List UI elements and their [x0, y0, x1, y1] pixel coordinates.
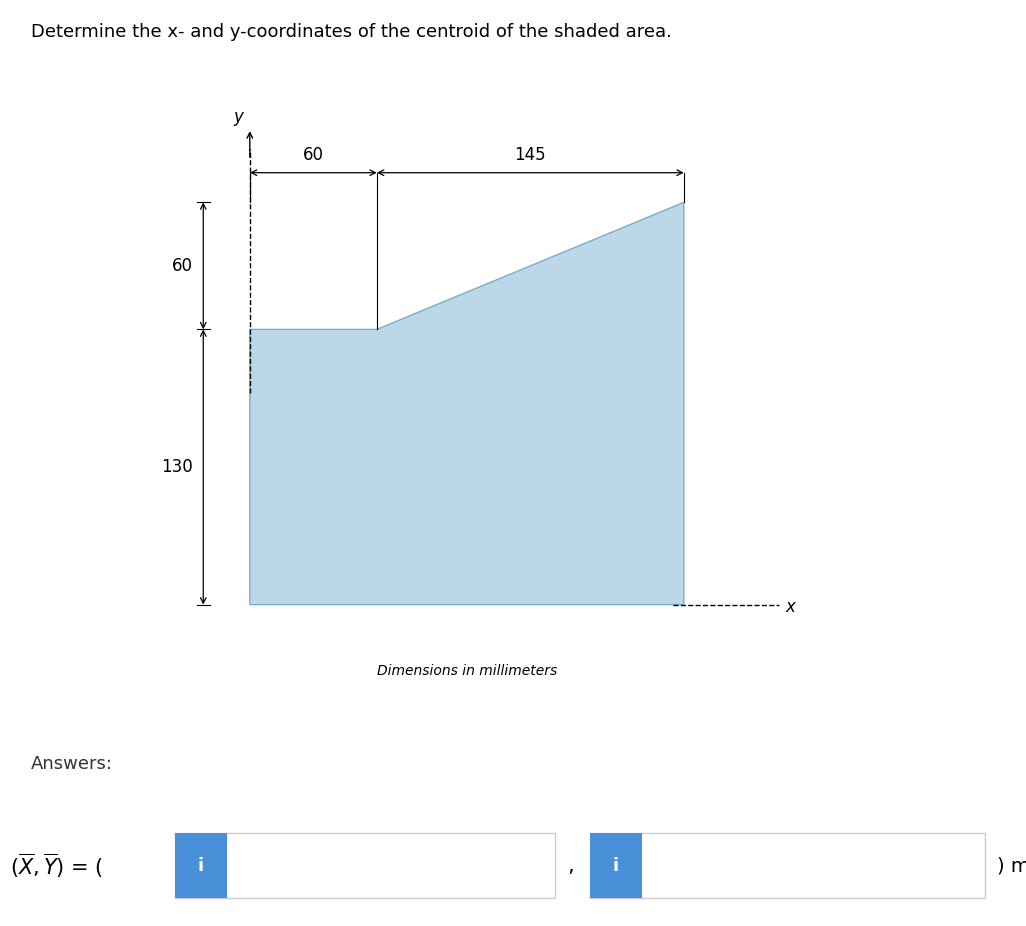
Text: $(\overline{X}, \overline{Y})$ = (: $(\overline{X}, \overline{Y})$ = ( [10, 852, 105, 880]
Text: y: y [234, 108, 243, 126]
Text: ,: , [567, 856, 574, 876]
Text: 130: 130 [161, 458, 193, 476]
Polygon shape [249, 203, 684, 605]
Text: 60: 60 [303, 146, 324, 164]
Text: i: i [198, 857, 204, 875]
Text: 145: 145 [514, 146, 546, 164]
Bar [590, 833, 985, 898]
Text: ) mm: ) mm [997, 857, 1026, 875]
Text: i: i [613, 857, 619, 875]
Bar [175, 833, 555, 898]
Text: 60: 60 [171, 257, 193, 275]
Text: Determine the x- and y-coordinates of the centroid of the shaded area.: Determine the x- and y-coordinates of th… [31, 23, 672, 41]
Text: x: x [786, 597, 795, 616]
Bar [590, 833, 642, 898]
Text: Answers:: Answers: [31, 755, 113, 772]
Bar [175, 833, 227, 898]
Text: Dimensions in millimeters: Dimensions in millimeters [377, 664, 557, 678]
